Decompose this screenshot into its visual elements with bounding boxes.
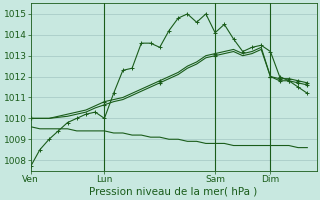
X-axis label: Pression niveau de la mer( hPa ): Pression niveau de la mer( hPa ) xyxy=(90,187,258,197)
